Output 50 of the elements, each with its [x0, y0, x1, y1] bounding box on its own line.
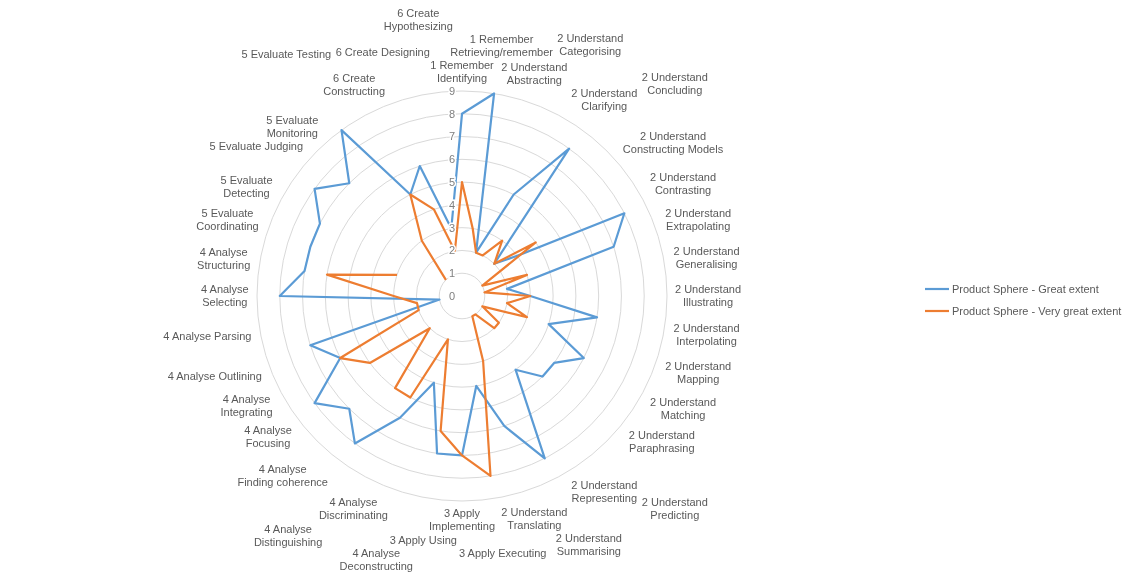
spoke-label: 2 Understand Illustrating	[675, 283, 742, 309]
y-tick-label: 8	[448, 107, 455, 120]
spoke-label: 3 Apply Implementing	[428, 507, 496, 533]
spoke-label: 4 Analyse Discriminating	[318, 496, 388, 522]
spoke-label: 2 Understand Generalising	[673, 244, 740, 270]
y-tick-label: 7	[448, 130, 455, 143]
spoke-label: 2 Understand Representing	[571, 479, 638, 505]
spoke-label: 1 Remember Retrieving/remember	[450, 33, 554, 59]
spoke-label: 5 Evaluate Judging	[209, 140, 304, 153]
spoke-label: 2 Understand Concluding	[641, 70, 708, 96]
spoke-label: 2 Understand Paraphrasing	[628, 428, 695, 454]
spoke-label: 6 Create Designing	[335, 46, 430, 59]
spoke-label: 2 Understand Clarifying	[571, 87, 638, 113]
spoke-label: 4 Analyse Distinguishing	[253, 522, 323, 548]
spoke-label: 2 Understand Categorising	[557, 31, 624, 57]
spoke-label: 5 Evaluate Coordinating	[196, 207, 259, 233]
y-tick-label: 1	[448, 267, 455, 280]
spoke-label: 4 Analyse Selecting	[200, 283, 249, 309]
spoke-label: 4 Analyse Deconstructing	[339, 547, 413, 573]
legend-label: Product Sphere - Very great extent	[952, 304, 1122, 317]
spoke-label: 2 Understand Extrapolating	[665, 206, 732, 232]
spoke-label: 5 Evaluate Detecting	[220, 173, 273, 199]
spoke-label: 4 Analyse Focusing	[244, 424, 292, 450]
spoke-label: 2 Understand Predicting	[641, 496, 708, 522]
spoke-label: 3 Apply Executing	[459, 547, 547, 560]
spoke-label: 4 Analyse Outlining	[167, 370, 262, 383]
y-tick-label: 0	[448, 289, 455, 302]
spoke-label: 6 Create Constructing	[323, 71, 386, 97]
spoke-label: 4 Analyse Finding coherence	[237, 462, 328, 488]
y-tick-label: 6	[448, 153, 455, 166]
spoke-label: 2 Understand Translating	[501, 506, 568, 532]
spoke-label: 5 Evaluate Monitoring	[266, 113, 319, 139]
spoke-label: 2 Understand Contrasting	[650, 170, 717, 196]
spoke-label: 2 Understand Matching	[650, 395, 717, 421]
spoke-label: 5 Evaluate Testing	[241, 48, 332, 61]
spoke-label: 6 Create Hypothesizing	[383, 7, 453, 33]
spoke-label: 2 Understand Summarising	[555, 532, 622, 558]
y-tick-label: 9	[448, 84, 455, 97]
spoke-label: 4 Analyse Parsing	[163, 330, 252, 343]
y-tick-label: 5	[448, 175, 455, 188]
legend-label: Product Sphere - Great extent	[952, 282, 1099, 295]
y-tick-label: 2	[448, 244, 455, 257]
spoke-label: 1 Remember Identifying	[430, 59, 495, 85]
spoke-label: 4 Analyse Integrating	[220, 393, 273, 419]
spoke-label: 2 Understand Constructing Models	[622, 130, 724, 156]
spoke-label: 2 Understand Interpolating	[673, 322, 740, 348]
spoke-label: 2 Understand Mapping	[665, 360, 732, 386]
spoke-label: 2 Understand Abstracting	[501, 60, 568, 86]
spoke-label: 3 Apply Using	[389, 533, 457, 546]
spoke-label: 4 Analyse Structuring	[197, 245, 251, 271]
